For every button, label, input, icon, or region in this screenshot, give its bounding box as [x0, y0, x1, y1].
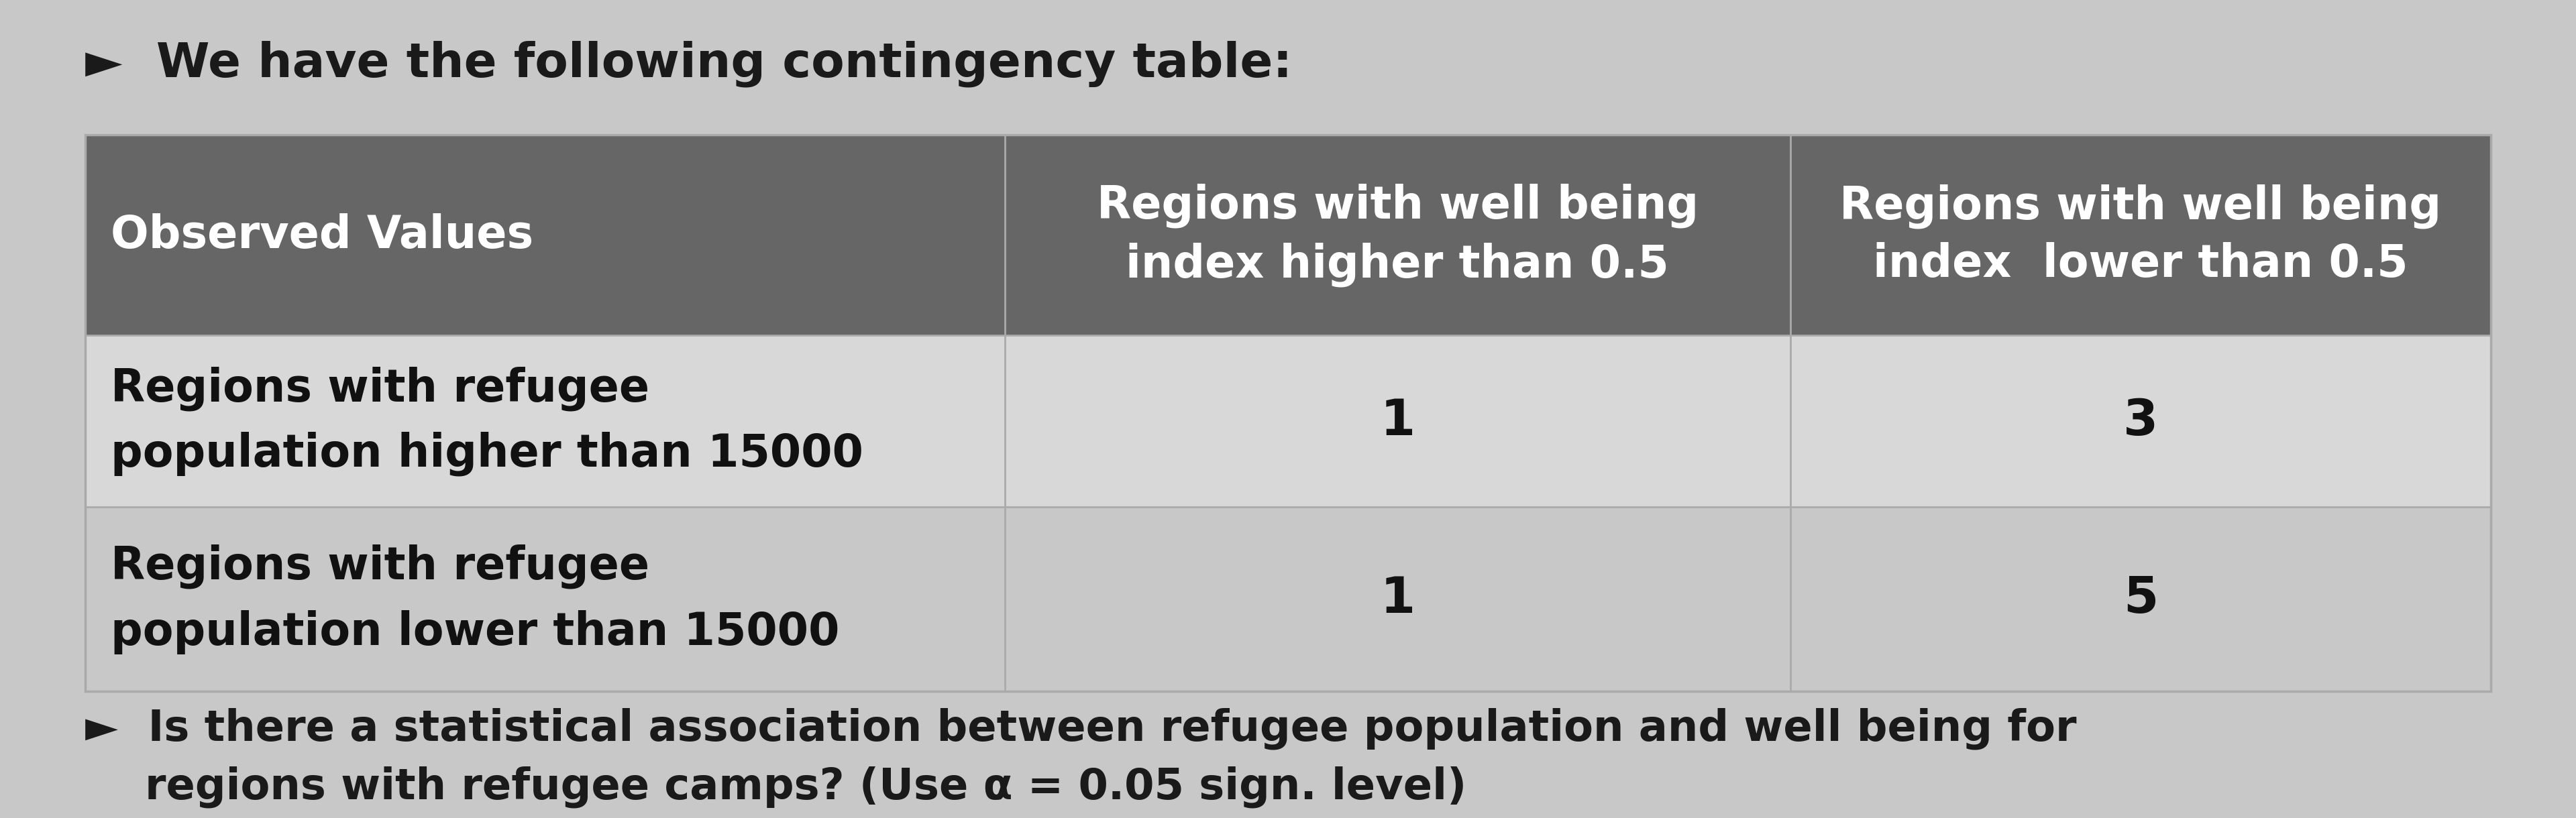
Bar: [85, 135, 2491, 335]
Bar: [85, 135, 2491, 691]
Text: ►  Is there a statistical association between refugee population and well being : ► Is there a statistical association bet…: [85, 708, 2076, 808]
Text: 1: 1: [1381, 397, 1414, 446]
Text: Regions with well being
index  lower than 0.5: Regions with well being index lower than…: [1839, 184, 2442, 286]
Text: Observed Values: Observed Values: [111, 213, 533, 258]
Bar: [85, 507, 2491, 691]
Text: 5: 5: [2123, 575, 2159, 623]
Text: 1: 1: [1381, 575, 1414, 623]
Text: Regions with refugee
population higher than 15000: Regions with refugee population higher t…: [111, 366, 863, 476]
Bar: [85, 335, 2491, 507]
Text: Regions with well being
index higher than 0.5: Regions with well being index higher tha…: [1097, 183, 1698, 287]
Text: Regions with refugee
population lower than 15000: Regions with refugee population lower th…: [111, 544, 840, 654]
Text: 3: 3: [2123, 397, 2159, 446]
Text: ►  We have the following contingency table:: ► We have the following contingency tabl…: [85, 41, 1293, 88]
